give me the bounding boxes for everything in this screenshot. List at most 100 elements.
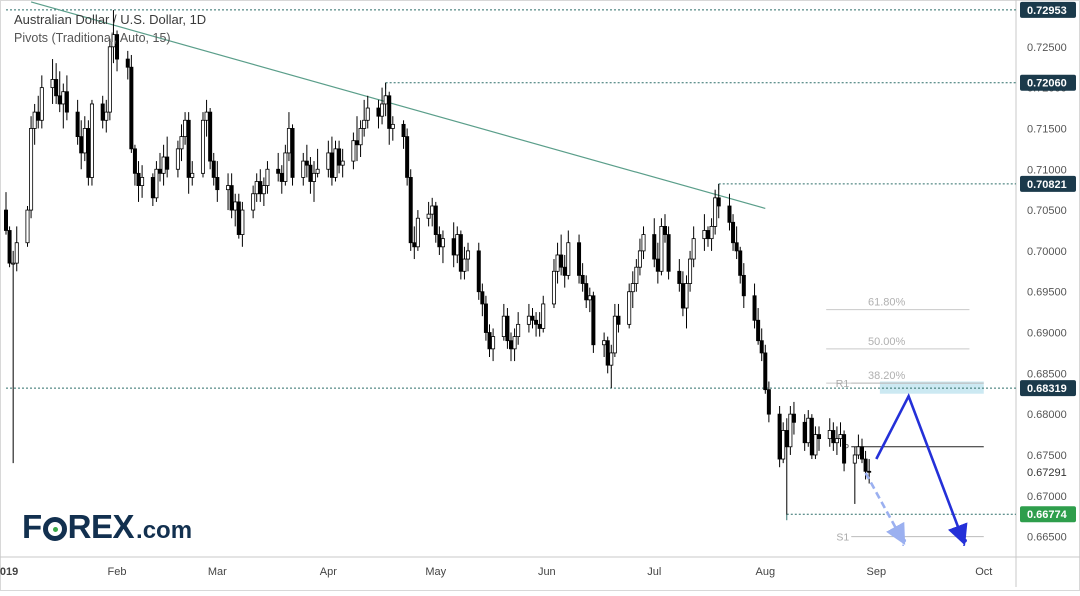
candle [580,263,585,292]
candle-body [57,95,62,105]
candle-body [627,291,632,325]
candle [211,152,216,186]
candle-body [337,148,342,166]
candle [61,83,66,129]
candle-body [408,177,413,244]
price-label-box [1020,1,1076,18]
candle-body [401,123,406,138]
candle-body [541,303,546,329]
candle [365,95,370,129]
y-tick-label: 0.66500 [1027,532,1067,544]
x-tick-label: Jun [538,566,556,578]
candle-body [233,201,238,211]
candle-body [834,438,839,444]
candle-body [741,274,746,297]
fib-label: 38.20% [868,370,906,382]
price-label-box [1020,464,1076,481]
candle [688,250,693,292]
candle-body [702,230,707,240]
candle-body [351,140,356,162]
candle-body [612,315,617,354]
candle-body [129,66,134,150]
chart-title: Australian Dollar / U.S. Dollar, 1D [14,12,207,27]
candle [455,226,460,264]
candle [115,30,120,72]
candle [483,295,488,341]
candle [340,148,345,178]
candle [261,177,266,206]
candle [286,112,291,162]
candle [161,144,166,186]
candle-body [430,205,435,215]
candle [734,226,739,260]
candle-body [286,128,291,154]
candle [315,148,320,178]
candle [827,418,832,447]
candle-body [383,95,388,105]
candle [36,95,41,129]
price-label-text: 0.67291 [1027,467,1067,479]
candle [104,99,109,133]
candle [781,422,786,464]
candle-body [766,389,771,415]
candle-body [125,58,130,68]
pivot-label: R1 [836,378,850,390]
candle-body [308,164,313,182]
y-tick-label: 0.69500 [1027,287,1067,299]
price-label-text: 0.72953 [1027,5,1067,17]
candle-body [226,185,231,191]
candle-body [150,177,155,199]
candle [236,193,241,239]
candle [175,140,180,178]
candle-body [215,177,220,191]
candle-body [863,458,868,472]
fib-label: 61.80% [868,297,906,309]
candle [505,308,510,349]
candle-body [476,250,481,293]
candle-body [605,340,610,366]
candle-body [462,258,467,272]
candle-body [508,340,513,350]
candle [183,112,188,145]
candle-body [491,336,496,350]
candle [791,401,796,435]
candle [57,71,62,113]
candle-body [154,168,159,199]
candle [591,291,596,353]
candle [731,214,736,251]
candle-body [204,111,209,121]
candle-body [731,221,736,244]
candle-body [333,148,338,178]
candle-body [763,352,768,391]
candle [140,165,145,198]
candle-body [61,91,66,105]
candle [265,161,270,194]
candle [462,246,467,280]
candle-body [161,156,166,174]
candle [387,91,392,145]
logo-text-rex: REX [67,508,135,545]
candle-body [79,136,84,154]
candle [705,226,710,247]
candle-body [666,234,671,272]
candle-body [390,123,395,129]
candle [637,238,642,276]
candle [440,230,445,264]
candle-body [652,234,657,260]
candle-body [208,111,213,162]
candle [480,283,485,317]
price-label-box [1020,175,1076,192]
price-label-box [1020,74,1076,91]
candle-body [684,283,689,309]
candle-body [788,413,793,448]
candle-body [584,283,589,301]
candle-body [440,238,445,248]
price-label-text: 0.72060 [1027,78,1067,90]
candle [326,140,331,178]
candle-body [659,225,664,272]
candle [566,230,571,280]
candle-body [831,430,836,444]
candle [605,336,610,374]
candle [415,210,420,251]
candle [562,254,567,288]
